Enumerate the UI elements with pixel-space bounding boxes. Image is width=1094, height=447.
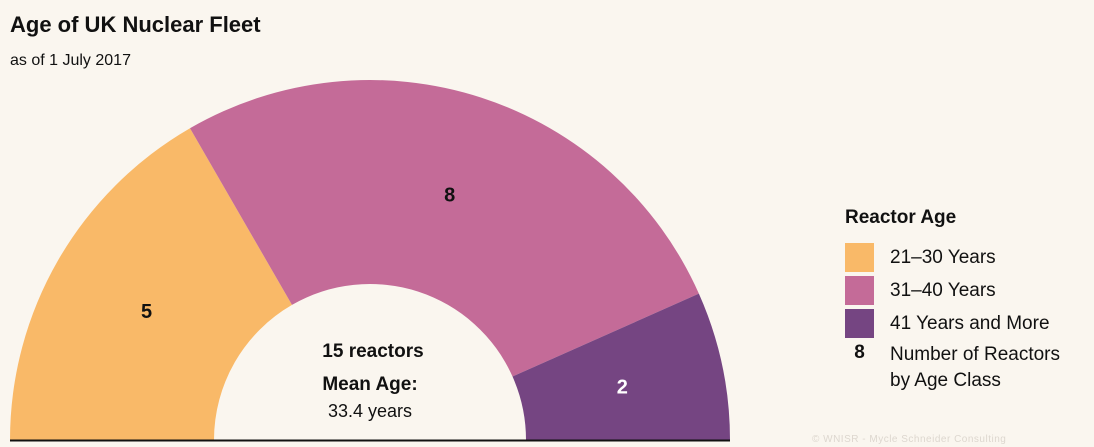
legend-note-text: Number of Reactors by Age Class: [890, 342, 1060, 393]
legend-item-31-40: 31–40 Years: [845, 274, 1060, 307]
value-labels-group: 5 8 2: [141, 185, 628, 399]
legend-note-number: 8: [854, 342, 865, 363]
legend-label: 21–30 Years: [890, 246, 996, 268]
chart-subtitle: as of 1 July 2017: [10, 52, 131, 69]
legend-label: 31–40 Years: [890, 279, 996, 301]
legend-swatch: [845, 243, 874, 272]
legend-note: 8 Number of Reactors by Age Class: [845, 342, 1060, 393]
slice-3: [512, 293, 730, 440]
legend-item-21-30: 21–30 Years: [845, 241, 1060, 274]
legend-note-line2: by Age Class: [890, 369, 1001, 391]
slice-2: [190, 79, 699, 377]
legend-note-line1: Number of Reactors: [890, 344, 1061, 365]
legend-title: Reactor Age: [845, 207, 957, 228]
slice-value-label: 2: [617, 376, 628, 398]
legend-item-41-plus: 41 Years and More: [845, 307, 1060, 340]
slices-group: [10, 79, 730, 441]
slice-1: [10, 128, 292, 441]
slice-value-label: 5: [141, 301, 152, 323]
center-mean-label: Mean Age:: [322, 374, 417, 395]
legend: Reactor Age 21–30 Years 31–40 Years 41 Y…: [845, 207, 1060, 393]
legend-swatch: [845, 276, 874, 305]
center-mean-value: 33.4 years: [328, 401, 412, 421]
legend-label: 41 Years and More: [890, 312, 1050, 334]
legend-swatch: [845, 309, 874, 338]
slice-value-label: 8: [444, 185, 455, 207]
credit-watermark: © WNISR - Mycle Schneider Consulting: [812, 434, 1007, 445]
chart-title: Age of UK Nuclear Fleet: [10, 12, 261, 37]
center-total: 15 reactors: [322, 341, 423, 362]
half-donut-chart: 5 8 2 15 reactors Mean Age: 33.4 years: [10, 79, 730, 442]
